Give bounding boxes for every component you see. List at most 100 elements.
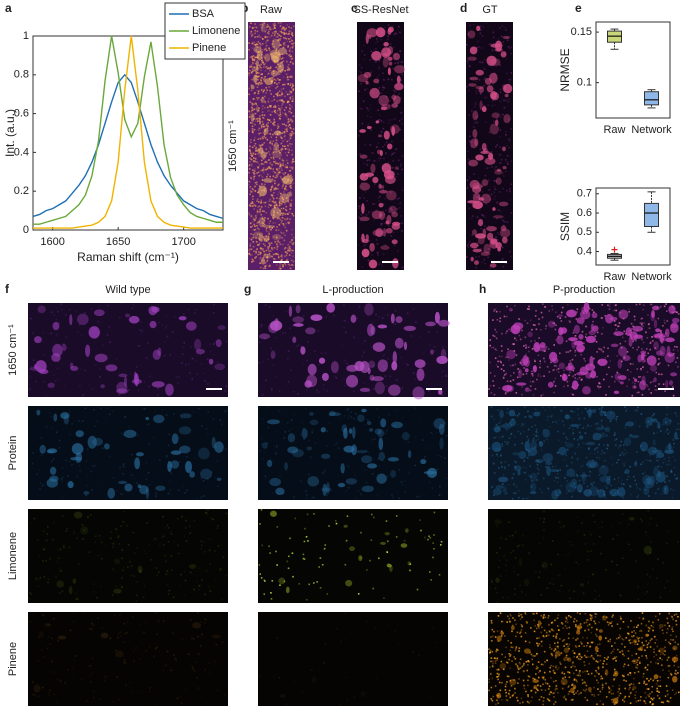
image-speckle — [268, 26, 271, 29]
image-speckle — [531, 453, 534, 456]
image-speckle — [497, 209, 500, 211]
image-speckle — [171, 569, 173, 571]
image-speckle — [52, 388, 55, 390]
image-speckle — [489, 372, 492, 374]
image-speckle — [606, 447, 608, 450]
image-speckle — [494, 188, 497, 191]
image-speckle — [250, 202, 253, 204]
image-speckle — [289, 327, 292, 330]
image-speckle — [148, 543, 150, 545]
image-speckle — [256, 200, 258, 202]
image-blob — [258, 217, 265, 228]
image-speckle — [486, 167, 488, 169]
image-speckle — [581, 331, 584, 333]
image-speckle — [202, 541, 205, 543]
image-blob — [502, 165, 507, 170]
image-speckle — [544, 306, 546, 308]
image-blob — [372, 176, 379, 184]
image-speckle — [274, 182, 276, 185]
image-speckle — [655, 371, 658, 374]
image-speckle — [277, 92, 279, 94]
image-speckle — [572, 665, 574, 667]
image-blob — [663, 449, 675, 454]
image-speckle — [600, 348, 603, 350]
image-speckle — [662, 471, 664, 474]
image-blob — [386, 563, 392, 568]
image-speckle — [303, 540, 306, 543]
image-speckle — [490, 587, 492, 589]
image-speckle — [572, 375, 574, 378]
image-speckle — [258, 205, 261, 207]
image-speckle — [373, 219, 376, 221]
image-blob — [52, 321, 60, 331]
image-speckle — [521, 701, 524, 704]
image-speckle — [268, 545, 270, 548]
image-blob — [115, 650, 124, 658]
image-speckle — [347, 486, 350, 489]
image-speckle — [624, 406, 626, 408]
image-speckle — [484, 216, 487, 219]
image-speckle — [564, 441, 567, 444]
image-speckle — [267, 426, 270, 429]
image-speckle — [136, 546, 139, 549]
image-speckle — [266, 256, 268, 258]
image-speckle — [654, 347, 656, 349]
image-speckle — [289, 134, 291, 137]
image-speckle — [603, 444, 605, 446]
image-speckle — [278, 170, 281, 173]
image-speckle — [476, 242, 479, 244]
image-speckle — [183, 688, 186, 691]
image-speckle — [49, 411, 52, 414]
image-speckle — [252, 241, 255, 243]
image-blob — [185, 321, 197, 331]
image-speckle — [628, 378, 630, 381]
image-speckle — [399, 50, 401, 52]
image-speckle — [397, 159, 400, 162]
image-speckle — [397, 61, 399, 64]
image-speckle — [675, 428, 678, 431]
image-speckle — [303, 438, 305, 440]
image-blob — [262, 254, 272, 259]
image-speckle — [289, 184, 292, 187]
image-speckle — [272, 175, 275, 178]
image-blob — [566, 468, 576, 478]
image-blob — [480, 150, 490, 154]
image-speckle — [188, 525, 191, 528]
image-speckle — [254, 112, 257, 115]
image-speckle — [251, 119, 253, 122]
image-speckle — [292, 42, 295, 45]
image-speckle — [670, 469, 673, 472]
image-speckle — [428, 695, 431, 698]
image-speckle — [601, 526, 604, 529]
image-speckle — [251, 102, 253, 105]
image-speckle — [516, 631, 519, 634]
image-speckle — [251, 188, 254, 190]
image-speckle — [493, 120, 495, 123]
image-speckle — [273, 235, 276, 238]
image-speckle — [289, 119, 292, 121]
image-blob — [499, 409, 504, 419]
image-blob — [491, 112, 500, 119]
image-speckle — [277, 173, 279, 176]
image-speckle — [257, 46, 260, 49]
image-speckle — [284, 201, 286, 204]
image-speckle — [499, 146, 501, 148]
image-speckle — [219, 569, 221, 571]
image-blob — [83, 491, 90, 495]
image-speckle — [145, 357, 148, 359]
image-speckle — [290, 419, 293, 422]
image-speckle — [279, 39, 281, 41]
image-speckle — [334, 444, 337, 446]
image-speckle — [100, 541, 103, 544]
image-speckle — [550, 563, 553, 566]
image-speckle — [361, 266, 364, 269]
image-speckle — [158, 459, 161, 462]
image-speckle — [258, 81, 261, 84]
image-speckle — [254, 91, 257, 94]
image-speckle — [256, 172, 258, 174]
image-speckle — [297, 344, 300, 346]
image-blob — [309, 419, 319, 426]
image-blob — [537, 345, 547, 352]
image-speckle — [170, 555, 173, 557]
image-speckle — [251, 87, 254, 89]
